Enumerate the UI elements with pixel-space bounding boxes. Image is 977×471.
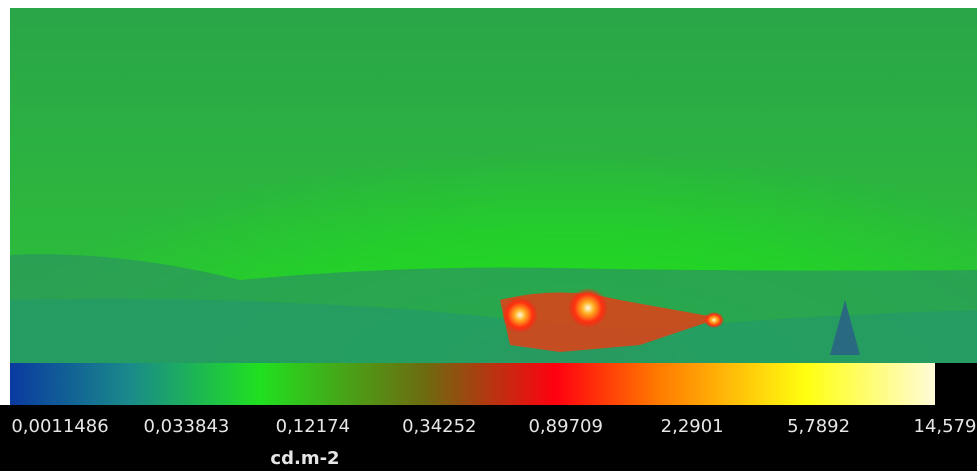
tick-label: 0,12174 — [276, 416, 350, 437]
tick-label: 0,033843 — [143, 416, 229, 437]
colorbar-end — [935, 363, 977, 405]
tick-label: 14,579 — [914, 416, 977, 437]
tick-label: 5,7892 — [787, 416, 850, 437]
tick-label: 2,2901 — [661, 416, 724, 437]
tick-label: 0,0011486 — [11, 416, 108, 437]
unit: cd.m-2 — [270, 448, 339, 469]
lamp — [704, 312, 724, 328]
tick-label: 0,34252 — [402, 416, 476, 437]
lamp — [502, 297, 538, 333]
luminance-map: 0,0011486 0,033843 0,12174 0,34252 0,89709 2,… — [0, 0, 977, 471]
label-band — [0, 405, 977, 471]
colorbar — [10, 363, 935, 405]
lamp — [568, 288, 608, 328]
tick-label: 0,89709 — [528, 416, 602, 437]
